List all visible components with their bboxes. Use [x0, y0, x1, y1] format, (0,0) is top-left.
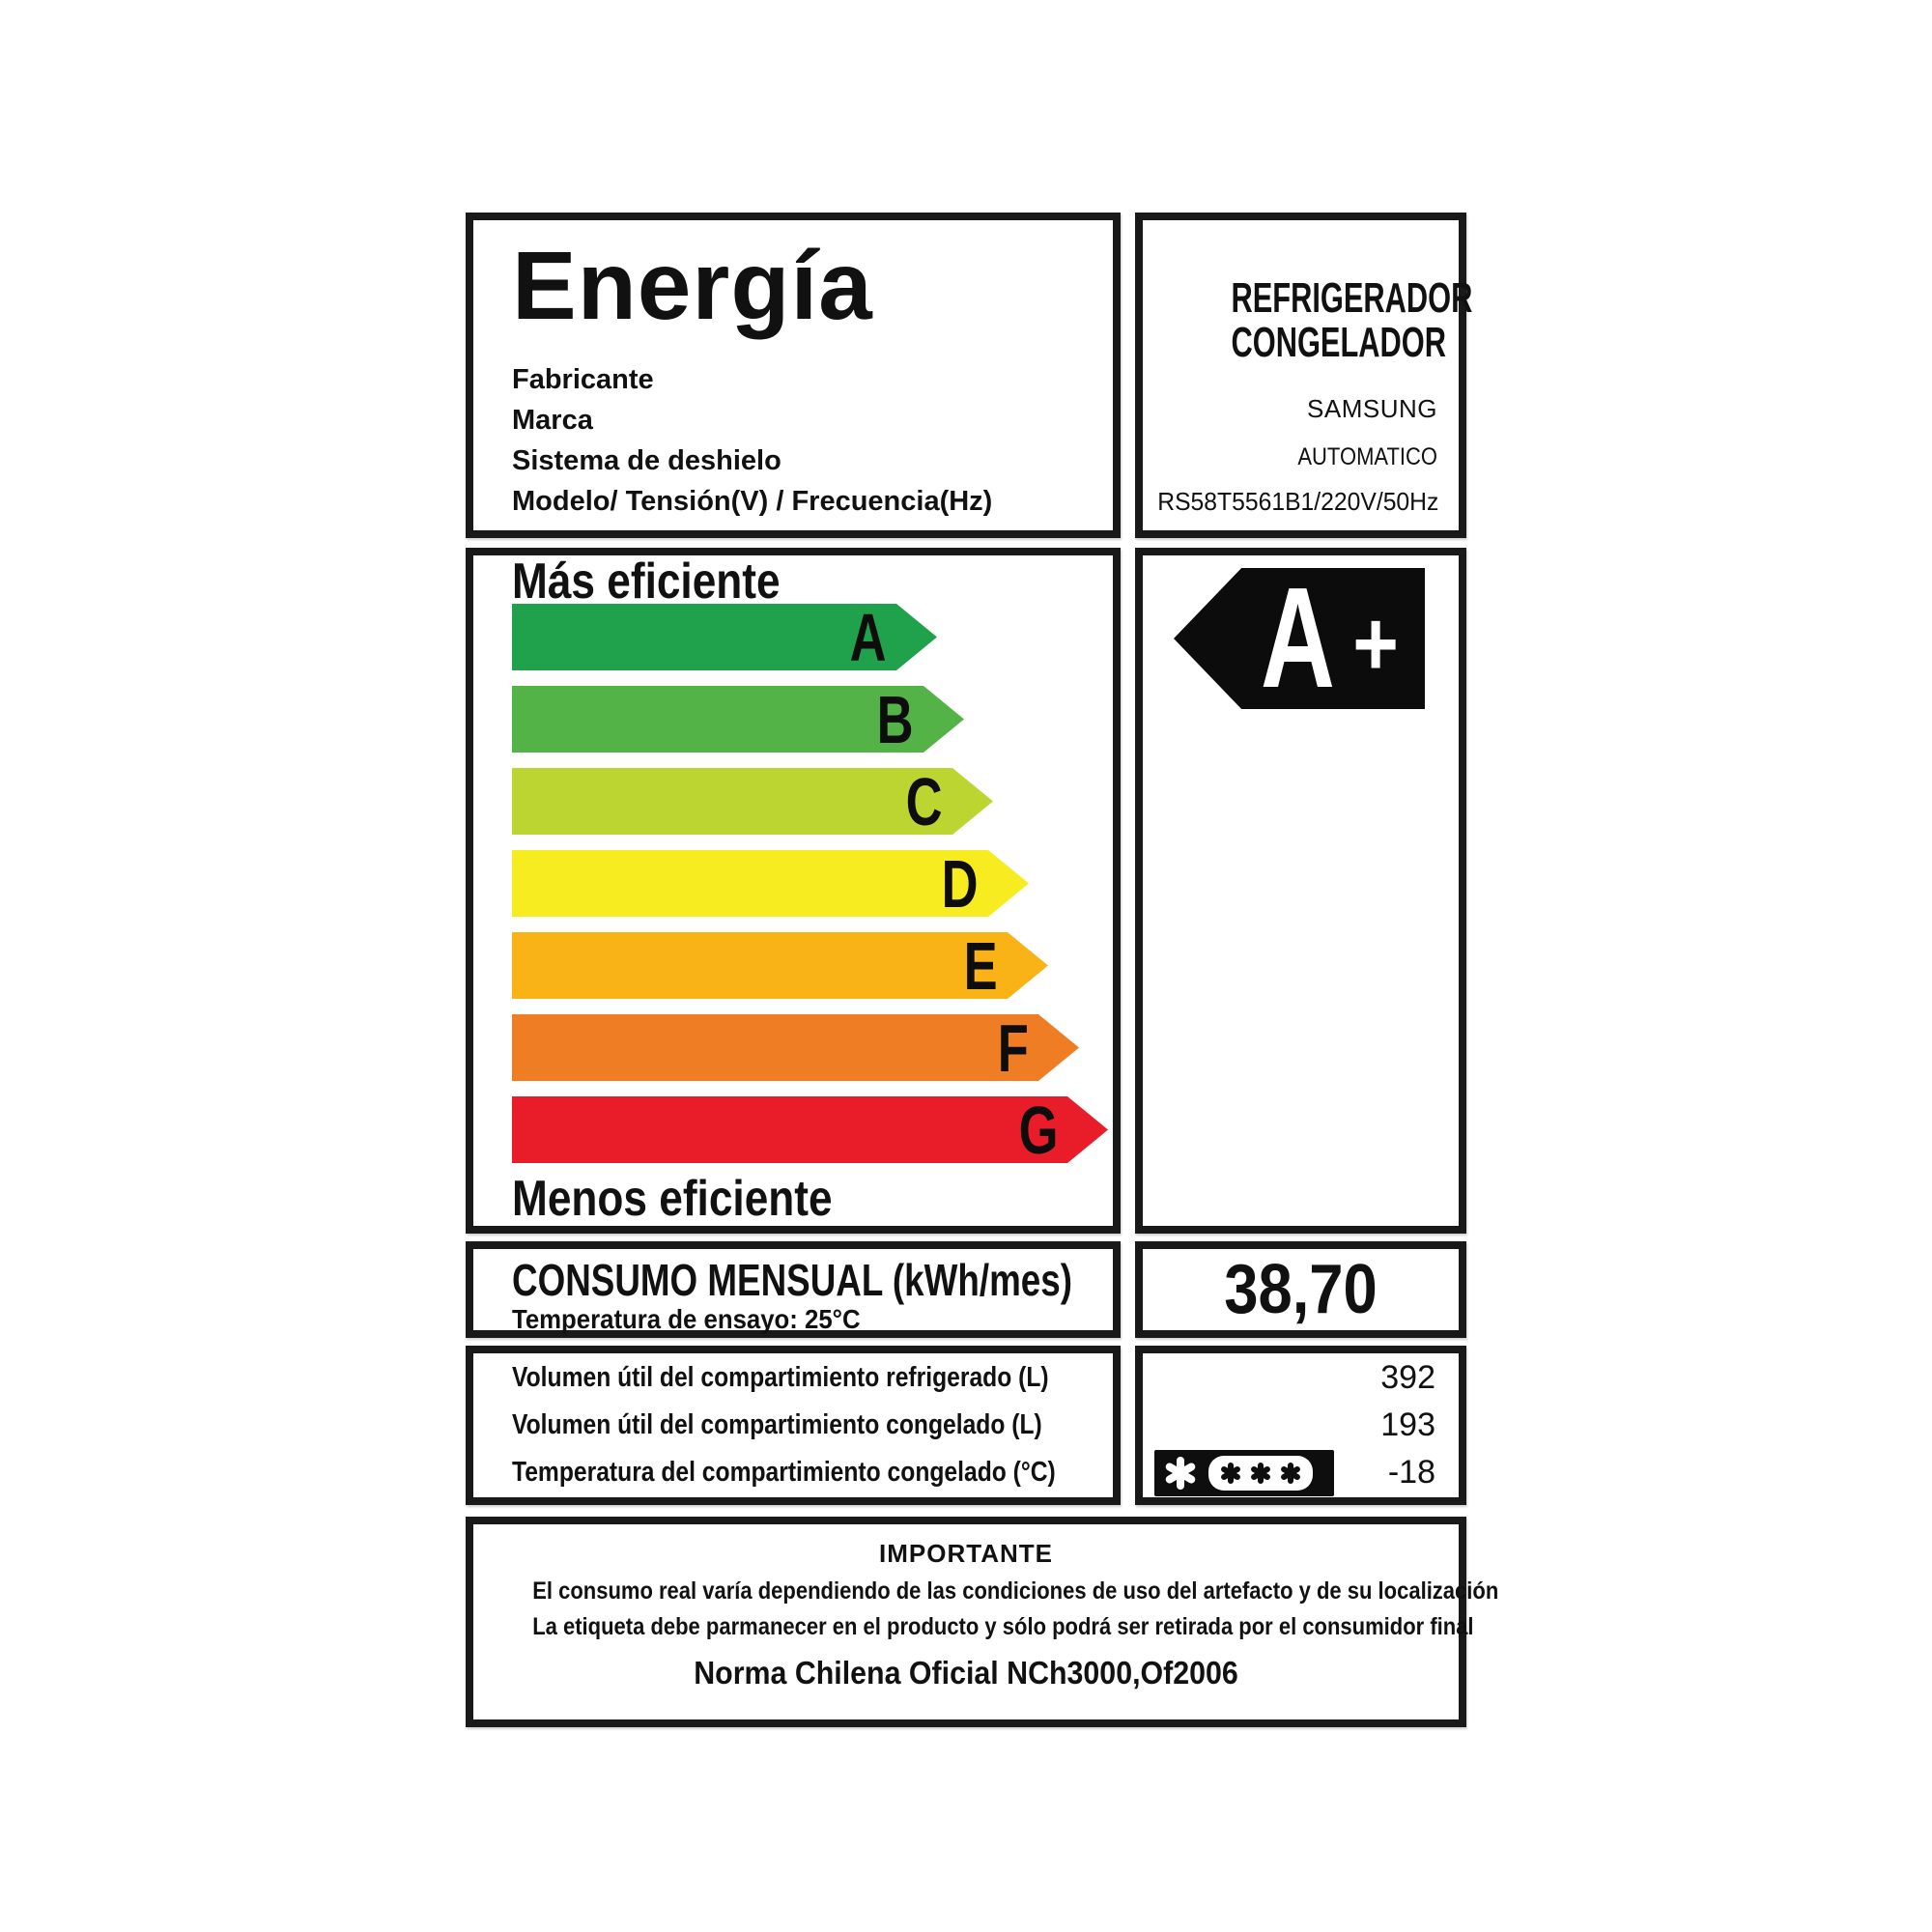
- efficiency-arrow-e: E: [512, 932, 1048, 999]
- rating-panel: A +: [1135, 548, 1466, 1234]
- snowflake-icon: [1219, 1462, 1242, 1484]
- freezer-temperature-label: Temperatura del compartimiento congelado…: [512, 1457, 1056, 1488]
- volume-value-list: 392 193: [1143, 1353, 1459, 1496]
- volume-frozen-label: Volumen útil del compartimiento congelad…: [512, 1409, 1042, 1440]
- class-letter-e: E: [963, 927, 998, 1004]
- rating-plus-sign: +: [1352, 592, 1400, 696]
- volume-row-refrigerated: Volumen útil del compartimiento refriger…: [473, 1354, 1113, 1402]
- volume-label-list: Volumen útil del compartimiento refriger…: [473, 1353, 1113, 1496]
- snowflake-icon: [1279, 1462, 1302, 1484]
- volume-refrigerated-label: Volumen útil del compartimiento refriger…: [512, 1362, 1049, 1393]
- consumption-value-panel: 38,70: [1135, 1241, 1466, 1338]
- product-info: REFRIGERADOR CONGELADOR SAMSUNG AUTOMATI…: [1143, 220, 1473, 517]
- volume-row-frozen: Volumen útil del compartimiento congelad…: [473, 1402, 1113, 1449]
- consumption-test-condition: Temperatura de ensayo: 25°C: [512, 1304, 861, 1334]
- standard-reference: Norma Chilena Oficial NCh3000,Of2006: [694, 1655, 1238, 1690]
- class-letter-g: G: [1018, 1092, 1058, 1168]
- efficiency-arrow-list: A B C D E F G: [512, 604, 1113, 1163]
- class-letter-b: B: [877, 681, 914, 757]
- volume-refrigerated-value: 392: [1380, 1359, 1435, 1396]
- snowflake-icon: [1249, 1462, 1272, 1484]
- efficiency-arrow-a: A: [512, 604, 937, 670]
- important-panel: IMPORTANTE El consumo real varía dependi…: [466, 1517, 1499, 1727]
- efficiency-arrow-d: D: [512, 850, 1029, 917]
- header-right-panel: REFRIGERADOR CONGELADOR SAMSUNG AUTOMATI…: [1135, 213, 1473, 538]
- field-sistema-deshielo: Sistema de deshielo: [512, 445, 781, 476]
- volume-values-panel: 392 193: [1135, 1346, 1466, 1505]
- field-marca: Marca: [512, 405, 593, 436]
- product-category-line2: CONGELADOR: [1231, 319, 1446, 366]
- energy-label: Energía Fabricante Marca Sistema de desh…: [466, 213, 1499, 1727]
- class-letter-d: D: [942, 845, 979, 922]
- efficiency-arrow-f: F: [512, 1014, 1079, 1081]
- class-letter-c: C: [906, 763, 943, 839]
- product-model-voltage-frequency: RS58T5561B1/220V/50Hz: [1157, 487, 1439, 516]
- consumption-value: 38,70: [1224, 1251, 1378, 1328]
- efficiency-scale-panel: Más eficiente A B C D E F G Menos eficie…: [466, 548, 1121, 1234]
- volume-refrigerated-value-row: 392: [1154, 1354, 1435, 1402]
- product-brand: SAMSUNG: [1307, 394, 1437, 423]
- rating-arrow-icon: A +: [1174, 568, 1425, 709]
- product-defrost-system: AUTOMATICO: [1297, 443, 1437, 470]
- important-content: IMPORTANTE El consumo real varía dependi…: [473, 1524, 1499, 1692]
- volumes-panel: Volumen útil del compartimiento refriger…: [466, 1346, 1121, 1505]
- efficiency-arrow-c: C: [512, 768, 993, 835]
- efficiency-arrow-g: G: [512, 1096, 1108, 1163]
- efficiency-arrow-b: B: [512, 686, 964, 753]
- volume-frozen-value-row: 193: [1154, 1402, 1435, 1449]
- class-letter-f: F: [997, 1009, 1029, 1086]
- important-heading: IMPORTANTE: [879, 1539, 1053, 1568]
- product-category-line1: REFRIGERADOR: [1231, 274, 1473, 322]
- important-line1: El consumo real varía dependiendo de las…: [532, 1577, 1499, 1605]
- field-modelo-tension-frecuencia: Modelo/ Tensión(V) / Frecuencia(Hz): [512, 486, 993, 517]
- header-left-panel: Energía Fabricante Marca Sistema de desh…: [466, 213, 1121, 538]
- snowflake-icon: [1164, 1456, 1197, 1490]
- important-line2: La etiqueta debe parmanecer en el produc…: [532, 1613, 1474, 1640]
- freezer-temp-value-row: -18: [1154, 1449, 1435, 1496]
- less-efficient-label: Menos eficiente: [512, 1171, 833, 1227]
- rating-letter: A: [1260, 558, 1335, 718]
- header-field-list: Fabricante Marca Sistema de deshielo Mod…: [512, 359, 1113, 522]
- more-efficient-label: Más eficiente: [512, 554, 781, 610]
- energia-title: Energía: [512, 232, 873, 340]
- three-star-pill-icon: [1208, 1455, 1313, 1491]
- consumption-panel: CONSUMO MENSUAL (kWh/mes) Temperatura de…: [466, 1241, 1121, 1338]
- consumption-heading: CONSUMO MENSUAL (kWh/mes): [512, 1255, 1072, 1305]
- class-letter-a: A: [850, 599, 887, 675]
- volume-frozen-value: 193: [1380, 1406, 1435, 1443]
- freezer-four-star-icon: [1154, 1449, 1334, 1496]
- field-fabricante: Fabricante: [512, 364, 654, 395]
- volume-row-freezer-temp: Temperatura del compartimiento congelado…: [473, 1449, 1113, 1496]
- freezer-temperature-value: -18: [1387, 1454, 1435, 1491]
